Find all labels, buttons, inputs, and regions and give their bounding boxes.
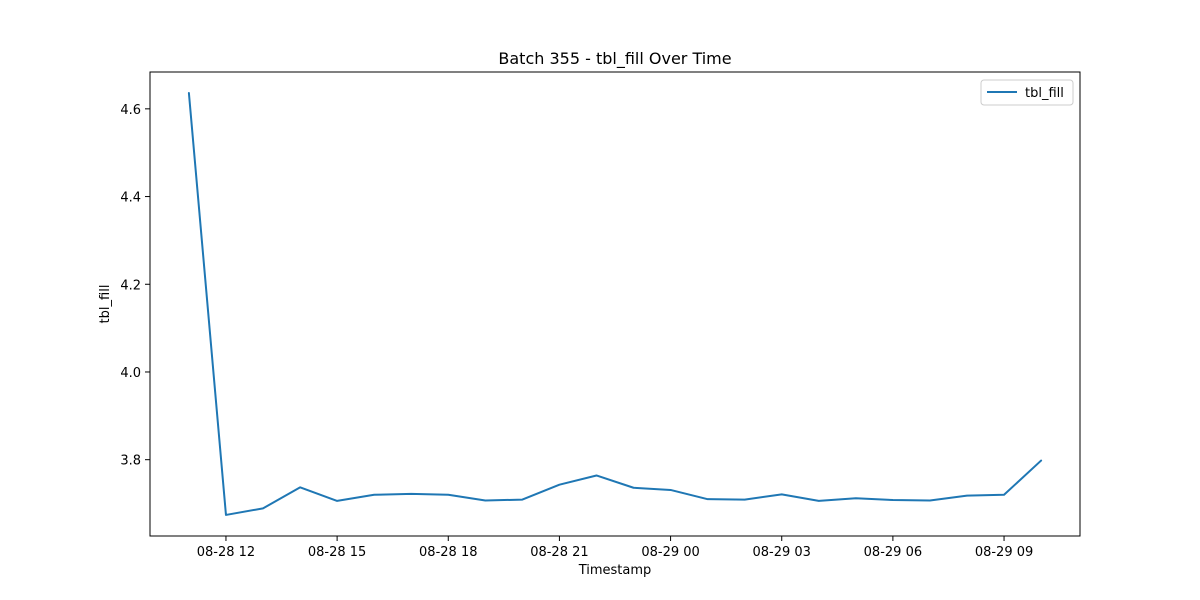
x-tick-label: 08-29 09 — [975, 545, 1033, 560]
data-point — [373, 494, 375, 496]
plot-frame — [149, 71, 1081, 537]
x-axis-label: Timestamp — [578, 563, 652, 578]
data-point — [855, 497, 857, 499]
data-point — [521, 499, 523, 501]
data-point — [595, 474, 597, 476]
chart-title: Batch 355 - tbl_fill Over Time — [498, 49, 731, 69]
y-tick-label: 4.6 — [120, 103, 141, 118]
data-point — [262, 507, 264, 509]
data-point — [410, 493, 412, 495]
data-point — [707, 498, 709, 500]
y-tick-label: 3.8 — [120, 454, 141, 469]
data-point — [484, 499, 486, 501]
x-tick-label: 08-29 03 — [753, 545, 811, 560]
data-point — [818, 500, 820, 502]
data-point — [966, 495, 968, 497]
data-point — [225, 514, 227, 516]
data-point — [892, 499, 894, 501]
y-tick-label: 4.4 — [120, 191, 141, 206]
x-tick-label: 08-28 15 — [308, 545, 366, 560]
legend-label: tbl_fill — [1025, 86, 1064, 101]
legend: tbl_fill — [980, 79, 1074, 106]
data-point — [781, 493, 783, 495]
y-axis: 3.8 4.0 4.2 4.4 4.6 — [120, 103, 150, 469]
data-point — [188, 92, 190, 94]
data-point — [633, 487, 635, 489]
y-tick-label: 4.0 — [120, 366, 141, 381]
x-tick-label: 08-28 12 — [197, 545, 255, 560]
y-axis-label: tbl_fill — [98, 285, 113, 324]
x-tick-label: 08-28 18 — [419, 545, 477, 560]
data-point — [1040, 460, 1042, 462]
data-point — [670, 489, 672, 491]
series-line-0 — [187, 92, 1043, 516]
y-tick-label: 4.2 — [120, 278, 141, 293]
legend-box — [980, 79, 1074, 106]
plot-area — [187, 92, 1043, 516]
x-tick-label: 08-29 06 — [864, 545, 922, 560]
x-tick-label: 08-29 00 — [641, 545, 699, 560]
x-axis: 08-28 12 08-28 15 08-28 18 08-28 21 08-29 00… — [197, 536, 1033, 560]
data-point — [929, 499, 931, 501]
data-point — [744, 499, 746, 501]
data-point — [336, 500, 338, 502]
data-point — [447, 494, 449, 496]
data-point — [558, 484, 560, 486]
x-tick-label: 08-28 21 — [530, 545, 588, 560]
data-point — [1003, 494, 1005, 496]
data-point — [299, 486, 301, 488]
